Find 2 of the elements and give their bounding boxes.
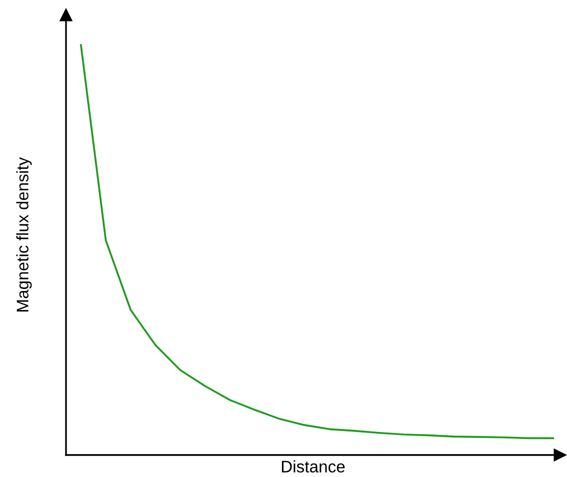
y-axis-title: Magnetic flux density: [16, 157, 32, 312]
x-axis-title: Distance: [282, 460, 345, 473]
